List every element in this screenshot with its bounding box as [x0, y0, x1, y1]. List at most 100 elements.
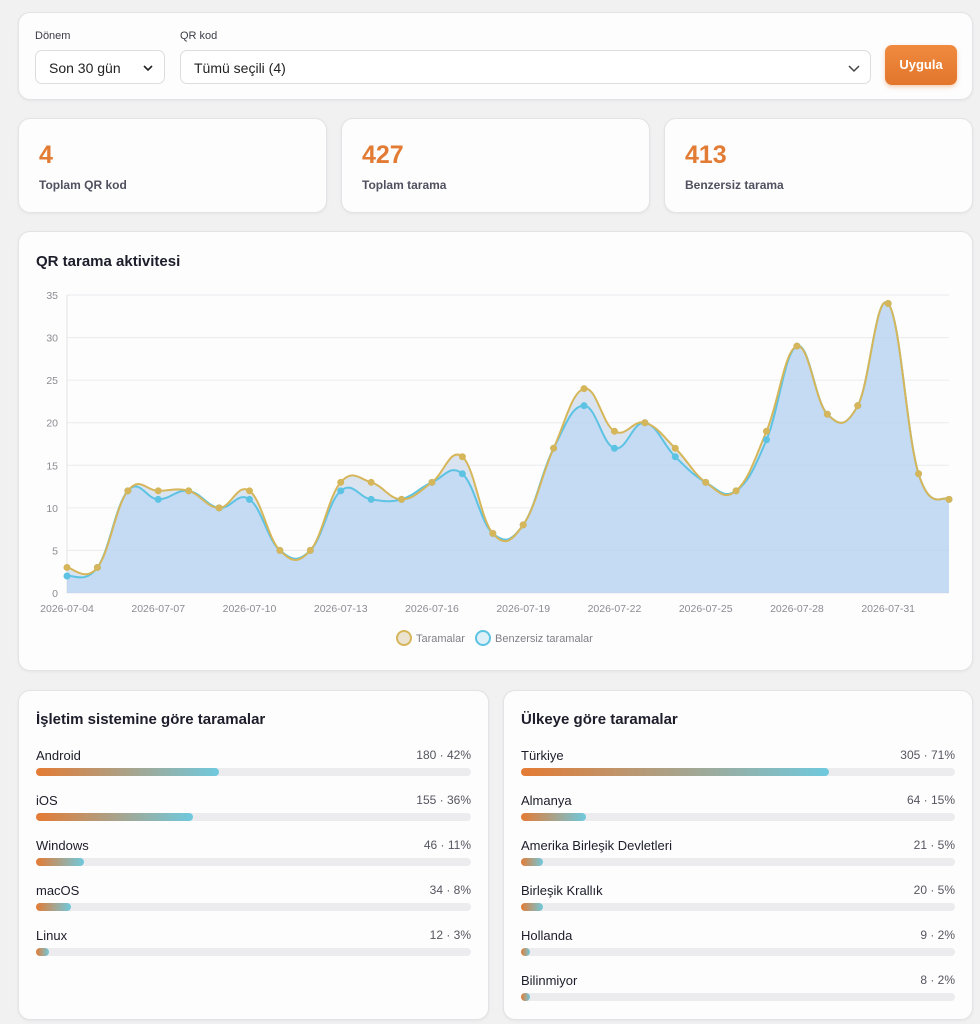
scans-point: [306, 546, 314, 554]
country-name: Amerika Birleşik Devletleri: [521, 838, 672, 853]
stat-label: Toplam tarama: [362, 178, 447, 192]
scans-point: [245, 487, 253, 495]
country-bar-track: [521, 903, 955, 911]
country-count: 8 · 2%: [920, 973, 955, 987]
y-tick-label: 20: [46, 418, 58, 430]
os-name: iOS: [36, 793, 58, 808]
y-tick-label: 30: [46, 333, 58, 345]
chart-title: QR tarama aktivitesi: [36, 253, 181, 270]
apply-button[interactable]: Uygula: [885, 45, 957, 85]
os-bar-fill: [36, 948, 50, 956]
country-bar-track: [521, 993, 955, 1001]
os-name: Android: [36, 748, 81, 763]
chevron-down-icon: [143, 65, 153, 72]
unique-scans-point: [580, 402, 588, 410]
y-tick-label: 35: [46, 290, 58, 302]
country-bar-fill: [521, 993, 530, 1001]
unique-scans-point: [63, 572, 71, 580]
country-bar-track: [521, 858, 955, 866]
country-bar-track: [521, 813, 955, 821]
legend-swatch: [475, 630, 491, 646]
os-count: 12 · 3%: [429, 928, 471, 942]
scans-point: [610, 427, 618, 435]
country-count: 305 · 71%: [900, 748, 955, 762]
country-bar-track: [521, 948, 955, 956]
country-name: Bilinmiyor: [521, 973, 578, 988]
period-select[interactable]: Son 30 gün: [35, 50, 165, 84]
unique-scans-point: [367, 495, 375, 503]
country-bar-fill: [521, 903, 543, 911]
scans-point: [945, 495, 953, 503]
x-tick-label: 2026-07-10: [223, 603, 277, 615]
period-select-value: Son 30 gün: [49, 60, 121, 76]
chevron-down-icon: [848, 65, 860, 73]
stat-card-total-qr: 4 Toplam QR kod: [18, 118, 327, 213]
stat-card-unique-scans: 413 Benzersiz tarama: [664, 118, 973, 213]
country-count: 20 · 5%: [913, 883, 955, 897]
scans-point: [276, 546, 284, 554]
scans-point: [793, 342, 801, 350]
unique-scans-point: [763, 436, 771, 444]
os-name: Windows: [36, 838, 89, 853]
os-card-title: İşletim sistemine göre taramalar: [36, 711, 266, 728]
unique-scans-point: [610, 444, 618, 452]
x-tick-label: 2026-07-04: [40, 603, 94, 615]
unique-scans-area: [67, 302, 949, 593]
os-breakdown-card: İşletim sistemine göre taramalar Android…: [18, 690, 489, 1020]
legend-label: Taramalar: [416, 633, 465, 645]
os-bar-fill: [36, 768, 219, 776]
country-name: Türkiye: [521, 748, 564, 763]
scans-point: [215, 504, 223, 512]
legend-swatch: [396, 630, 412, 646]
scans-point: [550, 444, 558, 452]
x-tick-label: 2026-07-28: [770, 603, 824, 615]
os-count: 180 · 42%: [416, 748, 471, 762]
stat-value: 413: [685, 141, 727, 169]
x-tick-label: 2026-07-22: [588, 603, 642, 615]
country-count: 64 · 15%: [906, 793, 955, 807]
scans-point: [884, 300, 892, 308]
os-count: 34 · 8%: [429, 883, 471, 897]
filter-bar: Dönem Son 30 gün QR kod Tümü seçili (4) …: [18, 12, 973, 100]
x-tick-label: 2026-07-13: [314, 603, 368, 615]
os-row: Android 180 · 42%: [36, 748, 471, 788]
period-label: Dönem: [35, 30, 71, 42]
country-bar-fill: [521, 858, 543, 866]
os-bar-fill: [36, 858, 84, 866]
country-name: Birleşik Krallık: [521, 883, 603, 898]
scans-point: [337, 478, 345, 486]
os-bar-track: [36, 948, 471, 956]
scans-point: [854, 402, 862, 410]
unique-scans-point: [458, 470, 466, 478]
scans-point: [702, 478, 710, 486]
qr-label: QR kod: [180, 30, 218, 42]
scans-point: [458, 453, 466, 461]
country-row: Bilinmiyor 8 · 2%: [521, 973, 955, 1013]
scans-point: [367, 478, 375, 486]
os-row: Windows 46 · 11%: [36, 838, 471, 878]
country-bar-fill: [521, 813, 587, 821]
x-tick-label: 2026-07-25: [679, 603, 733, 615]
x-tick-label: 2026-07-19: [496, 603, 550, 615]
os-count: 46 · 11%: [423, 838, 471, 852]
scans-point: [732, 487, 740, 495]
country-row: Hollanda 9 · 2%: [521, 928, 955, 968]
country-row: Almanya 64 · 15%: [521, 793, 955, 833]
qr-select[interactable]: Tümü seçili (4): [180, 50, 871, 84]
country-name: Almanya: [521, 793, 572, 808]
country-bar-fill: [521, 768, 830, 776]
stat-card-total-scans: 427 Toplam tarama: [341, 118, 650, 213]
country-card-title: Ülkeye göre taramalar: [521, 711, 678, 728]
stat-label: Toplam QR kod: [39, 178, 127, 192]
scans-point: [763, 427, 771, 435]
unique-scans-point: [245, 495, 253, 503]
country-breakdown-card: Ülkeye göre taramalar Türkiye 305 · 71% Al…: [503, 690, 973, 1020]
os-bar-fill: [36, 813, 193, 821]
scans-point: [671, 444, 679, 452]
scan-activity-chart: 0 5 10 15 20 25 30 35 2026-07-04 2026-07-07 2026-0…: [40, 290, 953, 646]
os-bar-track: [36, 903, 471, 911]
y-tick-label: 5: [52, 545, 58, 557]
country-row: Amerika Birleşik Devletleri 21 · 5%: [521, 838, 955, 878]
y-tick-label: 0: [52, 588, 58, 600]
scans-point: [124, 487, 132, 495]
